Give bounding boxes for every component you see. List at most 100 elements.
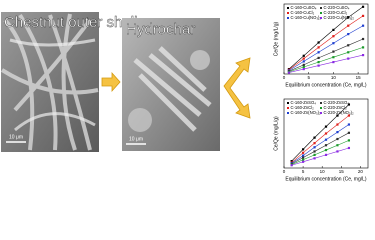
point: [313, 146, 316, 149]
point: [302, 57, 305, 60]
point: [347, 114, 351, 117]
char-image: Hydrochar 10 μm: [122, 18, 220, 151]
legend-swatch: [287, 17, 289, 19]
x-tick-label: 10: [320, 169, 326, 174]
point: [302, 65, 305, 69]
fit-line: [291, 147, 349, 166]
point: [324, 144, 328, 147]
point: [301, 154, 305, 157]
x-tick-label: 0: [283, 75, 286, 80]
legend-label: C-160-CuCl₂: [291, 10, 315, 15]
legend-label: C-220-ZnSO₄: [324, 100, 350, 105]
point: [324, 132, 328, 135]
point: [332, 56, 335, 59]
point: [347, 57, 350, 60]
char-label: Hydrochar: [126, 21, 195, 38]
point: [347, 139, 351, 142]
point: [332, 42, 335, 45]
legend-swatch: [320, 112, 322, 114]
point: [361, 14, 365, 17]
point: [347, 33, 350, 36]
legend-swatch: [287, 102, 289, 104]
point: [361, 46, 365, 49]
legend-label: C-220-Cu(NO₃)₂: [324, 15, 355, 20]
point: [313, 142, 316, 145]
point: [347, 131, 351, 134]
legend-label: C-220-Zn(NO₃)₂: [324, 110, 354, 115]
legend-swatch: [320, 17, 322, 19]
point: [317, 51, 320, 54]
point: [347, 123, 351, 126]
point: [301, 148, 305, 151]
point: [324, 138, 328, 141]
fit-line: [288, 38, 364, 72]
point: [347, 16, 350, 19]
fit-line: [291, 104, 350, 162]
point: [317, 64, 320, 67]
point: [336, 131, 339, 134]
scale-label: 10 μm: [9, 134, 23, 140]
point: [324, 148, 328, 152]
fit-line: [288, 54, 364, 73]
fit-line: [288, 15, 364, 71]
point: [336, 114, 339, 117]
legend-label: C-160-ZnSO₄: [291, 100, 317, 105]
double-arrow: [223, 57, 251, 119]
legend-swatch: [320, 12, 322, 14]
x-tick-label: 20: [358, 169, 364, 174]
legend-swatch: [287, 107, 289, 109]
x-tick-label: 10: [331, 75, 337, 80]
point: [287, 71, 291, 74]
point: [336, 137, 339, 141]
point: [324, 153, 328, 156]
point: [313, 157, 316, 160]
x-tick-label: 5: [302, 169, 305, 174]
point: [361, 24, 365, 27]
point: [336, 123, 339, 126]
point: [302, 63, 305, 66]
legend-label: C-160-CuSO₄: [291, 5, 317, 10]
y-axis-label: Ce/Qe (mg/L/g): [273, 116, 279, 151]
point: [301, 158, 305, 161]
fit-line: [288, 47, 364, 73]
point: [302, 60, 305, 63]
legend-label: C-220-CuSO₄: [324, 5, 350, 10]
point: [347, 146, 351, 150]
legend-label: C-160-ZnCl₂: [291, 105, 315, 110]
point: [347, 103, 351, 106]
legend-swatch: [287, 12, 289, 14]
point: [332, 28, 335, 31]
legend-label: C-220-ZnCl₂: [324, 105, 348, 110]
point: [313, 153, 316, 156]
point: [332, 61, 335, 64]
point: [361, 5, 365, 8]
y-axis-label: Ce/Qe (mg/L/g): [273, 21, 279, 56]
fit-line: [291, 140, 350, 165]
fit-line: [291, 132, 350, 165]
point: [290, 160, 293, 163]
arrow: [101, 71, 121, 93]
legend-swatch: [287, 112, 289, 114]
point: [361, 37, 365, 41]
legend-label: C-160-Cu(NO₃)₂: [291, 15, 322, 20]
point: [332, 50, 335, 53]
point: [317, 56, 320, 59]
point: [324, 125, 328, 128]
point: [317, 46, 320, 49]
plot-frame: [283, 3, 369, 75]
point: [313, 150, 316, 153]
legend-swatch: [320, 102, 322, 104]
legend-label: C-160-Zn(NO₃)₂: [291, 110, 321, 115]
legend-label: C-220-CuCl₂: [324, 10, 348, 15]
point: [347, 51, 350, 54]
fit-line: [288, 6, 364, 70]
point: [332, 35, 335, 38]
x-axis-label: Equilibrium concentration (Ce, mg/L): [285, 176, 366, 182]
point: [317, 41, 320, 44]
scale-label: 10 μm: [129, 136, 143, 142]
point: [302, 68, 305, 71]
raw-image: Chestnut outer shell 10 μm: [0, 12, 138, 152]
x-tick-label: 5: [307, 75, 310, 80]
point: [336, 144, 339, 147]
point: [313, 136, 316, 139]
